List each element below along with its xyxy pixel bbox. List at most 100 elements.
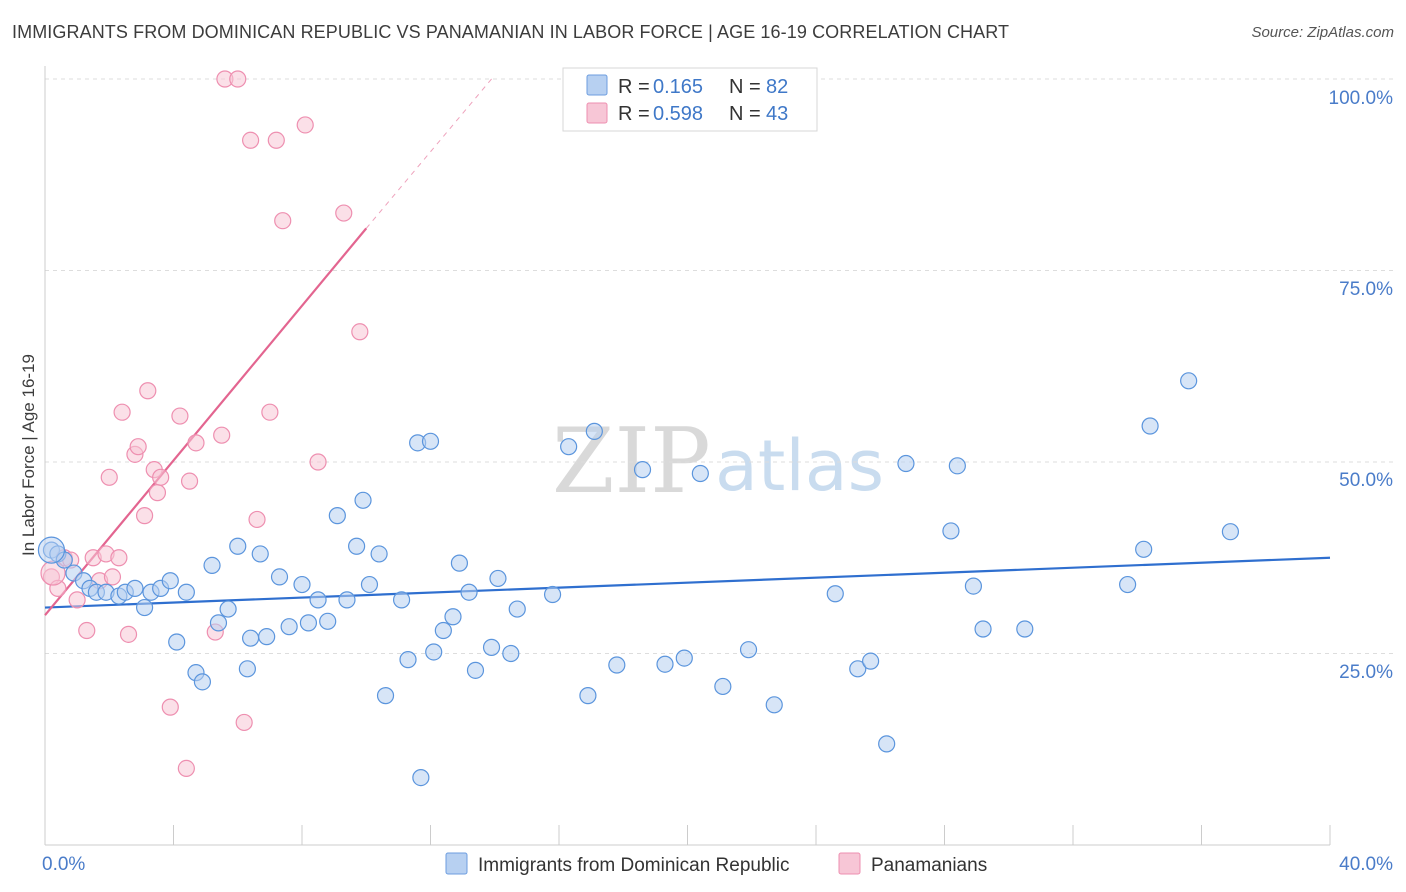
dominican-republic-point-32 [319,612,337,630]
dominican-republic-point-63 [691,464,709,483]
dominican-republic-point-72 [942,522,960,540]
panamanians-point-21 [161,698,179,716]
bottom-legend-label-blue: Immigrants from Dominican Republic [478,855,790,876]
legend-swatch-blue [586,74,608,96]
dominican-republic-point-27 [270,568,289,586]
dominican-republic-point-10 [126,579,144,597]
dominican-republic-point-36 [354,491,372,509]
series-dominican-republic [37,372,1240,787]
panamanians-point-30 [235,713,253,732]
panamanians-point-13 [119,625,138,643]
dominican-republic-point-31 [309,591,327,609]
dominican-republic-point-33 [328,507,346,525]
series-panamanians [40,70,369,778]
panamanians-point-38 [335,204,353,222]
panamanians-point-22 [171,407,189,425]
dominican-republic-point-58 [585,422,603,440]
legend-n-value-blue: 82 [766,76,788,98]
panamanians-point-33 [261,403,279,421]
dominican-republic-point-51 [482,638,501,656]
panamanians-point-37 [309,453,327,471]
panamanians-point-31 [242,131,260,149]
dominican-republic-point-18 [193,673,212,691]
dominican-republic-point-22 [229,537,247,555]
panamanians-point-35 [274,212,292,230]
dominican-republic-point-29 [293,575,311,594]
legend-r-label-blue: R = [618,76,650,98]
dominican-republic-point-61 [656,655,674,673]
panamanians-point-27 [213,426,231,444]
dominican-republic-point-68 [849,660,867,678]
dominican-republic-point-16 [177,583,195,601]
dominican-republic-point-65 [739,641,758,659]
panamanians-point-10 [103,568,122,586]
dominican-republic-point-80 [1180,372,1198,390]
dominican-republic-point-57 [579,687,597,705]
panamanians-point-15 [129,438,147,456]
dominican-republic-point-76 [1016,620,1034,638]
dominican-republic-point-73 [948,457,966,475]
dominican-republic-point-25 [251,545,269,563]
dominican-republic-cluster-point [37,536,66,564]
dominican-republic-point-75 [974,620,992,638]
top-legend: R = 0.165 N = 82 R = 0.598 N = 43 [562,67,818,132]
dominican-republic-point-62 [675,649,693,667]
dominican-republic-point-78 [1135,540,1153,558]
dominican-republic-point-40 [392,591,411,609]
panamanians-point-19 [148,484,167,502]
panamanians-point-34 [267,131,285,149]
dominican-republic-point-35 [348,537,366,555]
bottom-legend: Immigrants from Dominican Republic Panam… [445,852,987,876]
panamanians-point-9 [100,468,118,486]
panamanians-point-24 [180,472,199,490]
y-tick-label-50: 50.0% [1339,470,1393,491]
panamanians-point-39 [351,323,369,341]
dominican-republic-point-71 [897,454,915,473]
dominican-republic-point-43 [412,768,430,787]
panamanians-point-12 [113,403,131,421]
gridlines [45,78,1395,654]
dominican-republic-point-52 [489,569,507,588]
dominican-republic-point-38 [370,545,388,563]
dominican-republic-point-21 [219,600,237,618]
dominican-republic-point-45 [425,643,443,661]
watermark-atlas: atlas [715,425,884,507]
panamanians-point-29 [229,70,247,88]
y-axis-label: In Labor Force | Age 16-19 [19,354,38,556]
panamanians-point-11 [110,549,128,567]
panamanians-point-32 [248,510,266,529]
dominican-republic-point-50 [466,661,485,679]
legend-r-value-pink: 0.598 [653,103,703,125]
y-tick-label-75: 75.0% [1339,279,1393,300]
legend-swatch-pink [586,102,608,124]
legend-n-label-pink: N = [729,103,761,125]
dominican-republic-point-53 [502,644,520,663]
x-tick-label-min: 0.0% [42,854,85,875]
dominican-republic-point-34 [338,591,356,609]
dominican-republic-point-77 [1119,575,1137,594]
dominican-republic-point-15 [168,633,186,651]
bottom-legend-swatch-blue [445,852,468,875]
x-tick-label-max: 40.0% [1339,854,1393,875]
dominican-republic-point-11 [135,598,154,617]
dominican-republic-point-28 [280,618,298,636]
dominican-republic-point-66 [765,696,783,714]
y-tick-labels: 25.0% 50.0% 75.0% 100.0% [1329,88,1394,683]
dominican-republic-point-46 [434,621,452,640]
bottom-legend-swatch-pink [838,852,861,875]
dominican-republic-point-79 [1141,417,1159,435]
panamanians-point-17 [139,382,157,400]
dominican-republic-point-48 [450,554,469,572]
dominican-republic-point-69 [862,652,880,670]
trend-line-panamanians-extension [365,74,496,229]
panamanians-point-5 [78,621,96,640]
panamanians-point-20 [152,468,170,486]
dominican-republic-point-23 [238,660,256,678]
dominican-republic-point-41 [399,651,417,669]
dominican-republic-point-26 [258,628,276,646]
panamanians-point-23 [177,759,195,778]
bottom-legend-label-pink: Panamanians [871,855,987,876]
panamanians-point-16 [135,507,154,525]
panamanians-point-25 [187,434,205,452]
